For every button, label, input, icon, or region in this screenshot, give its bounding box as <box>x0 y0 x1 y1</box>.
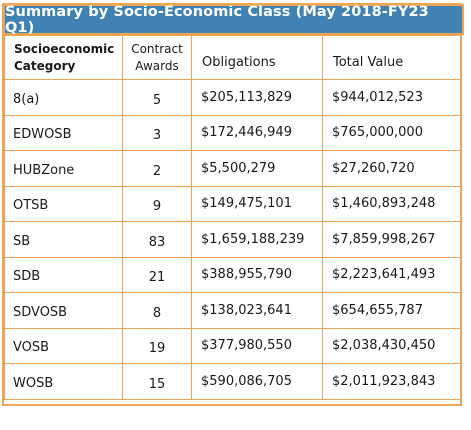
obligations-cell: $5,500,279 <box>191 150 323 187</box>
obligations-cell: $388,955,790 <box>191 256 323 293</box>
table-row: EDWOSB 3 $172,446,949 $765,000,000 <box>4 114 461 151</box>
table-row: SB 83 $1,659,188,239 $7,859,998,267 <box>4 221 461 258</box>
total-value-cell: $944,012,523 <box>322 79 461 116</box>
obligations-cell: $205,113,829 <box>191 79 323 116</box>
obligations-cell: $149,475,101 <box>191 185 323 222</box>
table-row: SDB 21 $388,955,790 $2,223,641,493 <box>4 256 461 293</box>
category-cell: HUBZone <box>4 150 123 187</box>
awards-cell: 19 <box>122 327 192 364</box>
column-header-awards: Contract Awards <box>122 35 192 80</box>
table-row: 8(a) 5 $205,113,829 $944,012,523 <box>4 79 461 116</box>
table-row: VOSB 19 $377,980,550 $2,038,430,450 <box>4 327 461 364</box>
total-value-cell: $2,223,641,493 <box>322 256 461 293</box>
obligations-cell: $172,446,949 <box>191 114 323 151</box>
category-cell: SDB <box>4 256 123 293</box>
awards-cell: 83 <box>122 221 192 258</box>
column-header-awards-line2: Awards <box>135 58 179 73</box>
column-header-obligations: Obligations <box>191 35 323 80</box>
category-cell: SDVOSB <box>4 292 123 329</box>
summary-table: Socioeconomic Category Contract Awards O… <box>4 35 461 400</box>
category-cell: SB <box>4 221 123 258</box>
total-value-cell: $2,038,430,450 <box>322 327 461 364</box>
total-value-cell: $2,011,923,843 <box>322 363 461 400</box>
total-value-cell: $7,859,998,267 <box>322 221 461 258</box>
total-value-cell: $27,260,720 <box>322 150 461 187</box>
awards-cell: 15 <box>122 363 192 400</box>
column-header-category-line2: Category <box>14 58 76 73</box>
awards-cell: 5 <box>122 79 192 116</box>
awards-cell: 3 <box>122 114 192 151</box>
obligations-cell: $138,023,641 <box>191 292 323 329</box>
total-value-cell: $654,655,787 <box>322 292 461 329</box>
category-cell: 8(a) <box>4 79 123 116</box>
category-cell: EDWOSB <box>4 114 123 151</box>
table-row: SDVOSB 8 $138,023,641 $654,655,787 <box>4 292 461 329</box>
table-row: WOSB 15 $590,086,705 $2,011,923,843 <box>4 363 461 400</box>
obligations-cell: $590,086,705 <box>191 363 323 400</box>
awards-cell: 8 <box>122 292 192 329</box>
total-value-cell: $765,000,000 <box>322 114 461 151</box>
column-header-category-line1: Socioeconomic <box>14 41 115 56</box>
total-value-cell: $1,460,893,248 <box>322 185 461 222</box>
category-cell: VOSB <box>4 327 123 364</box>
category-cell: OTSB <box>4 185 123 222</box>
column-header-category: Socioeconomic Category <box>4 35 123 80</box>
column-header-total-value: Total Value <box>322 35 461 80</box>
category-cell: WOSB <box>4 363 123 400</box>
table-row: HUBZone 2 $5,500,279 $27,260,720 <box>4 150 461 187</box>
table-title: Summary by Socio-Economic Class (May 201… <box>3 4 464 36</box>
column-header-awards-line1: Contract <box>131 41 183 56</box>
awards-cell: 9 <box>122 185 192 222</box>
header-row: Socioeconomic Category Contract Awards O… <box>4 35 461 80</box>
table-row: OTSB 9 $149,475,101 $1,460,893,248 <box>4 185 461 222</box>
awards-cell: 21 <box>122 256 192 293</box>
obligations-cell: $1,659,188,239 <box>191 221 323 258</box>
awards-cell: 2 <box>122 150 192 187</box>
obligations-cell: $377,980,550 <box>191 327 323 364</box>
